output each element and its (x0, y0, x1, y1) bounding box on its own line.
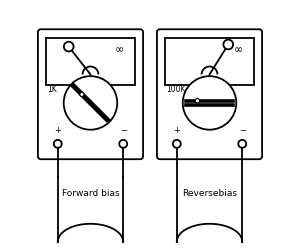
Text: Forward bias: Forward bias (62, 189, 119, 198)
Circle shape (80, 92, 84, 96)
Text: −: − (120, 126, 127, 135)
Circle shape (195, 99, 200, 103)
Text: 100K: 100K (167, 85, 186, 94)
Circle shape (119, 140, 127, 148)
Circle shape (224, 40, 233, 49)
FancyBboxPatch shape (38, 29, 143, 159)
Text: $\infty$: $\infty$ (233, 44, 243, 55)
Circle shape (173, 140, 181, 148)
Text: +: + (54, 126, 61, 135)
Text: +: + (173, 126, 180, 135)
Bar (46, 38, 135, 85)
Text: $\infty$: $\infty$ (114, 44, 124, 55)
FancyBboxPatch shape (157, 29, 262, 159)
Circle shape (64, 42, 74, 51)
Text: 1K: 1K (48, 85, 57, 94)
Circle shape (54, 140, 62, 148)
Bar (165, 38, 254, 85)
Text: −: − (239, 126, 246, 135)
Circle shape (238, 140, 246, 148)
Text: Reversebias: Reversebias (182, 189, 237, 198)
Circle shape (64, 76, 117, 130)
Circle shape (183, 76, 236, 130)
